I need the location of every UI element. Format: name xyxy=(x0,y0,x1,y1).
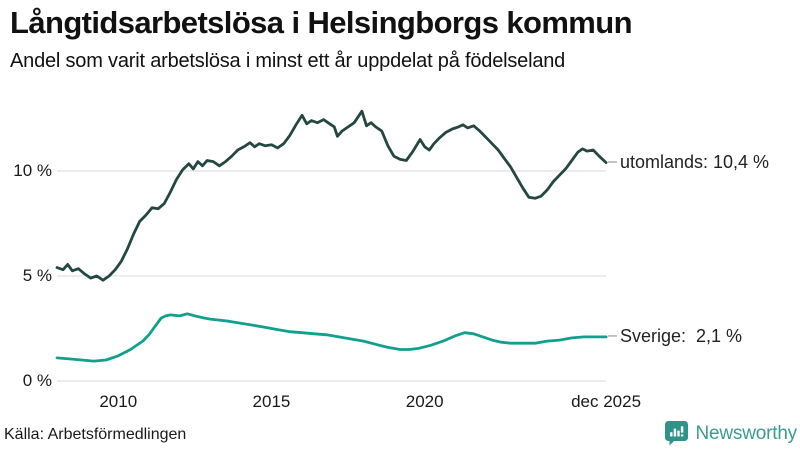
series-label-sverige: – Sverige: 2,1 % xyxy=(608,326,742,347)
chart-canvas xyxy=(55,109,608,382)
y-tick-label: 5 % xyxy=(22,266,52,285)
line-chart: – utomlands: 10,4 % – Sverige: 2,1 % 0 % 5 … xyxy=(0,90,800,420)
chart-header: Långtidsarbetslösa i Helsingborgs kommun… xyxy=(10,4,790,73)
label-tick-dash: – xyxy=(608,327,617,345)
series-label-text: utomlands: 10,4 % xyxy=(619,151,770,172)
brand-name: Newsworthy xyxy=(695,422,798,444)
page-title: Långtidsarbetslösa i Helsingborgs kommun xyxy=(10,5,633,40)
y-tick-label: 10 % xyxy=(13,161,52,180)
x-tick-label: 2010 xyxy=(99,392,138,411)
x-tick-label: 2015 xyxy=(252,392,291,411)
y-tick-label: 0 % xyxy=(22,371,52,390)
label-tick-dash: – xyxy=(608,153,617,171)
source-note: Källa: Arbetsförmedlingen xyxy=(4,426,187,443)
series-line-utomlands xyxy=(55,109,608,282)
series-label-text: Sverige: 2,1 % xyxy=(619,325,743,346)
series-label-utomlands: – utomlands: 10,4 % xyxy=(608,152,769,173)
x-tick-label: 2020 xyxy=(405,392,444,411)
brand-lockup: Newsworthy xyxy=(664,420,797,447)
newsworthy-logo-icon xyxy=(664,421,688,446)
x-tick-label: dec 2025 xyxy=(571,392,642,411)
page-subtitle: Andel som varit arbetslösa i minst ett å… xyxy=(10,50,566,72)
series-line-sverige xyxy=(55,312,608,363)
